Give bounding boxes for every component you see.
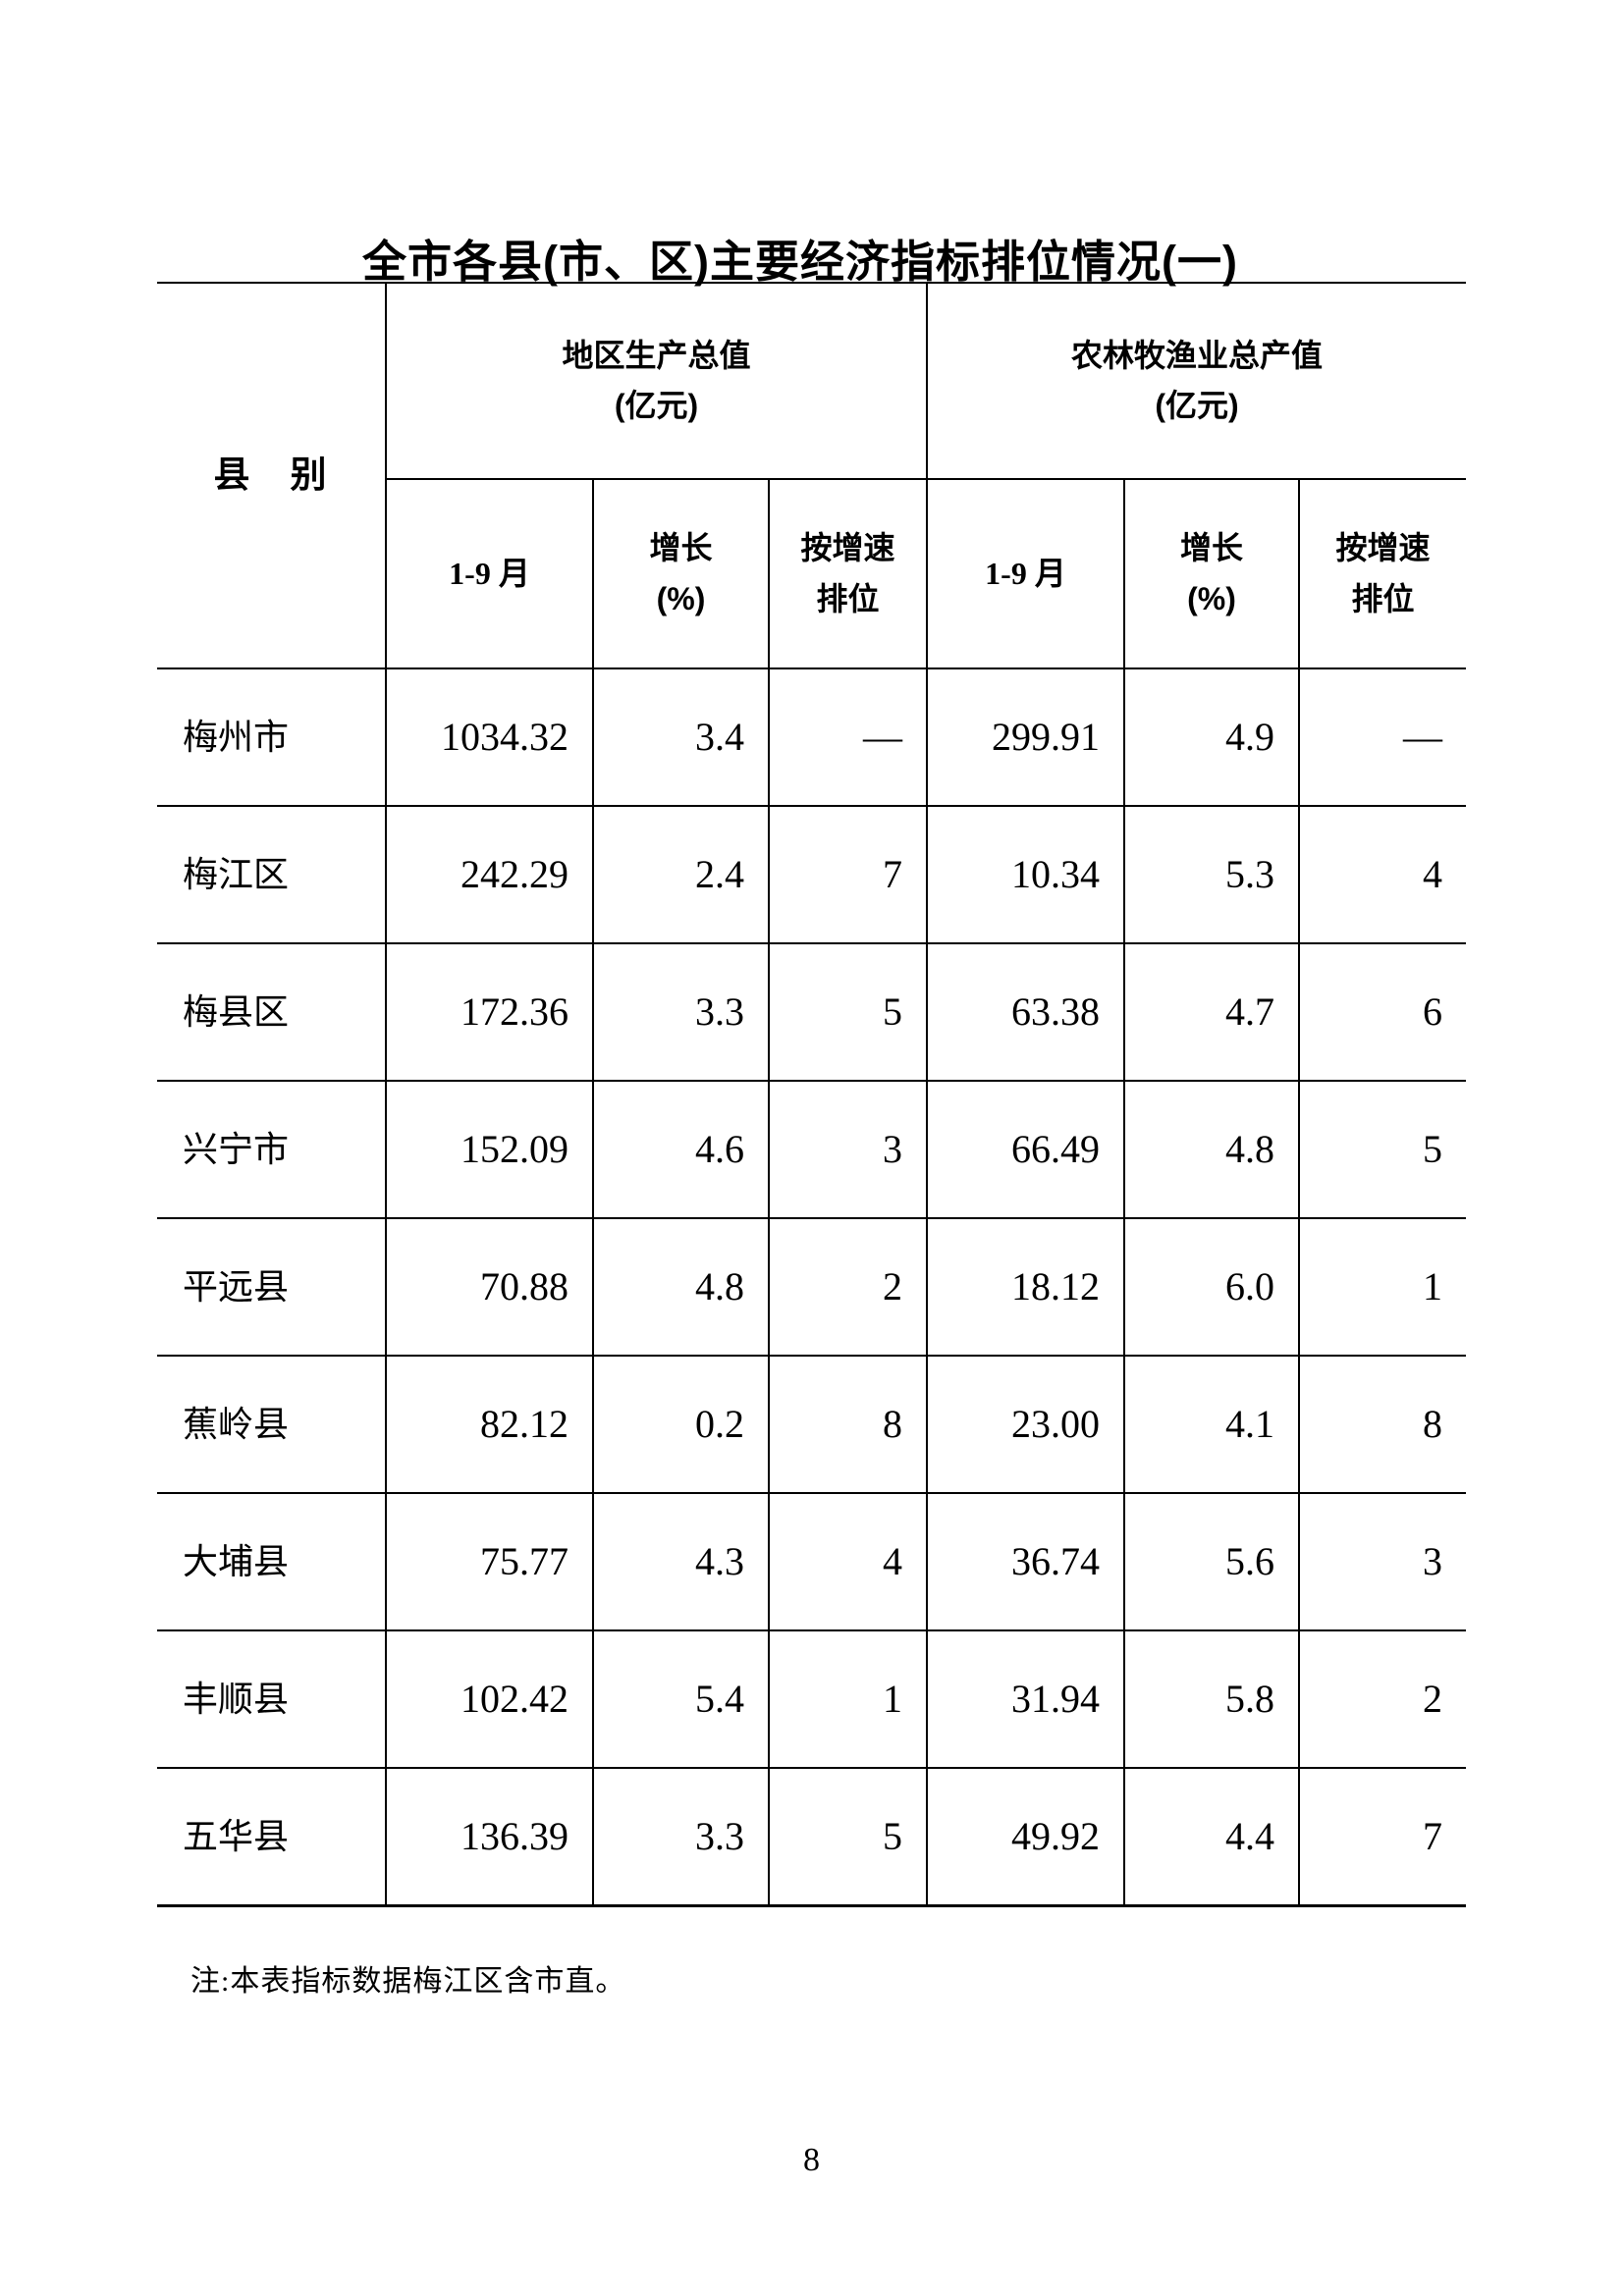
- gdp-group-header: 地区生产总值 (亿元): [385, 282, 928, 480]
- gdp-growth-cell: 3.3: [592, 1767, 770, 1907]
- gdp-rank-cell: —: [768, 667, 928, 807]
- county-cell: 梅江区: [157, 805, 387, 944]
- table-row: 梅江区 242.29 2.4 7 10.34 5.3 4: [157, 805, 1466, 944]
- table-row: 五华县 136.39 3.3 5 49.92 4.4 7: [157, 1767, 1466, 1907]
- gdp-rank-cell: 2: [768, 1217, 928, 1357]
- table-row: 大埔县 75.77 4.3 4 36.74 5.6 3: [157, 1492, 1466, 1631]
- agriculture-growth-cell: 6.0: [1123, 1217, 1300, 1357]
- agriculture-rank-cell: 4: [1298, 805, 1466, 944]
- agriculture-growth-cell: 4.7: [1123, 942, 1300, 1082]
- county-column-header: 县 别: [157, 282, 387, 669]
- gdp-growth-cell: 5.4: [592, 1629, 770, 1769]
- subheader-gdp-period: 1-9 月: [386, 478, 594, 669]
- agriculture-value-cell: 18.12: [926, 1217, 1125, 1357]
- agriculture-rank-cell: 8: [1298, 1355, 1466, 1494]
- agriculture-growth-cell: 5.3: [1123, 805, 1300, 944]
- agriculture-growth-cell: 4.9: [1123, 667, 1300, 807]
- agriculture-value-cell: 49.92: [926, 1767, 1125, 1907]
- subheader-agriculture-growth: 增长 (%): [1123, 478, 1300, 669]
- table-row: 梅县区 172.36 3.3 5 63.38 4.7 6: [157, 942, 1466, 1082]
- agriculture-rank-cell: —: [1298, 667, 1466, 807]
- table-row: 蕉岭县 82.12 0.2 8 23.00 4.1 8: [157, 1355, 1466, 1494]
- gdp-value-cell: 75.77: [385, 1492, 594, 1631]
- gdp-rank-cell: 1: [768, 1629, 928, 1769]
- county-cell: 平远县: [157, 1217, 387, 1357]
- page-number: 8: [803, 2142, 820, 2178]
- gdp-growth-cell: 4.3: [592, 1492, 770, 1631]
- agriculture-value-cell: 31.94: [926, 1629, 1125, 1769]
- sub-header-row: 1-9 月 增长 (%) 按增速 排位 1-9 月 增长 (%): [157, 478, 1466, 669]
- county-cell: 梅州市: [157, 667, 387, 807]
- table-row: 梅州市 1034.32 3.4 — 299.91 4.9 —: [157, 667, 1466, 807]
- gdp-rank-cell: 4: [768, 1492, 928, 1631]
- gdp-rank-cell: 7: [768, 805, 928, 944]
- gdp-growth-cell: 3.4: [592, 667, 770, 807]
- gdp-rank-cell: 8: [768, 1355, 928, 1494]
- page-title: 全市各县(市、区)主要经济指标排位情况(一): [362, 237, 1238, 288]
- gdp-value-cell: 136.39: [385, 1767, 594, 1907]
- economic-indicators-table: 县 别 地区生产总值 (亿元) 农林牧渔业总产值 (亿元) 1-9 月 增长 (…: [157, 282, 1466, 1907]
- agriculture-value-cell: 63.38: [926, 942, 1125, 1082]
- table-note: 注:本表指标数据梅江区含市直。: [190, 1965, 626, 1998]
- table-row: 丰顺县 102.42 5.4 1 31.94 5.8 2: [157, 1629, 1466, 1769]
- gdp-growth-cell: 3.3: [592, 942, 770, 1082]
- county-cell: 梅县区: [157, 942, 387, 1082]
- gdp-growth-cell: 4.6: [592, 1080, 770, 1219]
- agriculture-group-header: 农林牧渔业总产值 (亿元): [926, 282, 1466, 480]
- subheader-gdp-growth: 增长 (%): [592, 478, 770, 669]
- agriculture-growth-cell: 5.8: [1123, 1629, 1300, 1769]
- subheader-agriculture-rank: 按增速 排位: [1298, 478, 1466, 669]
- group-header-row: 县 别 地区生产总值 (亿元) 农林牧渔业总产值 (亿元): [157, 282, 1466, 669]
- gdp-rank-cell: 5: [768, 1767, 928, 1907]
- subheader-agriculture-period: 1-9 月: [926, 478, 1125, 669]
- county-cell: 兴宁市: [157, 1080, 387, 1219]
- gdp-group-title: 地区生产总值: [562, 337, 751, 373]
- gdp-value-cell: 242.29: [385, 805, 594, 944]
- county-cell: 五华县: [157, 1767, 387, 1907]
- table-row: 兴宁市 152.09 4.6 3 66.49 4.8 5: [157, 1080, 1466, 1219]
- gdp-value-cell: 82.12: [385, 1355, 594, 1494]
- agriculture-group-title: 农林牧渔业总产值: [1070, 337, 1323, 373]
- gdp-rank-cell: 3: [768, 1080, 928, 1219]
- table-row: 平远县 70.88 4.8 2 18.12 6.0 1: [157, 1217, 1466, 1357]
- gdp-growth-cell: 0.2: [592, 1355, 770, 1494]
- gdp-group-unit: (亿元): [614, 388, 699, 423]
- gdp-value-cell: 1034.32: [385, 667, 594, 807]
- gdp-value-cell: 152.09: [385, 1080, 594, 1219]
- agriculture-value-cell: 66.49: [926, 1080, 1125, 1219]
- agriculture-growth-cell: 5.6: [1123, 1492, 1300, 1631]
- subheader-gdp-rank: 按增速 排位: [768, 478, 928, 669]
- agriculture-value-cell: 36.74: [926, 1492, 1125, 1631]
- agriculture-rank-cell: 2: [1298, 1629, 1466, 1769]
- gdp-rank-cell: 5: [768, 942, 928, 1082]
- table-header: 县 别 地区生产总值 (亿元) 农林牧渔业总产值 (亿元) 1-9 月 增长 (…: [157, 282, 1466, 669]
- gdp-growth-cell: 4.8: [592, 1217, 770, 1357]
- agriculture-rank-cell: 3: [1298, 1492, 1466, 1631]
- gdp-value-cell: 172.36: [385, 942, 594, 1082]
- agriculture-rank-cell: 7: [1298, 1767, 1466, 1907]
- agriculture-growth-cell: 4.8: [1123, 1080, 1300, 1219]
- agriculture-growth-cell: 4.1: [1123, 1355, 1300, 1494]
- table-body: 梅州市 1034.32 3.4 — 299.91 4.9 — 梅江区 242.2…: [157, 667, 1466, 1907]
- agriculture-value-cell: 10.34: [926, 805, 1125, 944]
- agriculture-growth-cell: 4.4: [1123, 1767, 1300, 1907]
- county-cell: 大埔县: [157, 1492, 387, 1631]
- gdp-value-cell: 70.88: [385, 1217, 594, 1357]
- agriculture-rank-cell: 5: [1298, 1080, 1466, 1219]
- gdp-growth-cell: 2.4: [592, 805, 770, 944]
- county-cell: 蕉岭县: [157, 1355, 387, 1494]
- agriculture-group-unit: (亿元): [1155, 388, 1239, 423]
- agriculture-rank-cell: 6: [1298, 942, 1466, 1082]
- agriculture-value-cell: 23.00: [926, 1355, 1125, 1494]
- agriculture-value-cell: 299.91: [926, 667, 1125, 807]
- gdp-value-cell: 102.42: [385, 1629, 594, 1769]
- agriculture-rank-cell: 1: [1298, 1217, 1466, 1357]
- county-cell: 丰顺县: [157, 1629, 387, 1769]
